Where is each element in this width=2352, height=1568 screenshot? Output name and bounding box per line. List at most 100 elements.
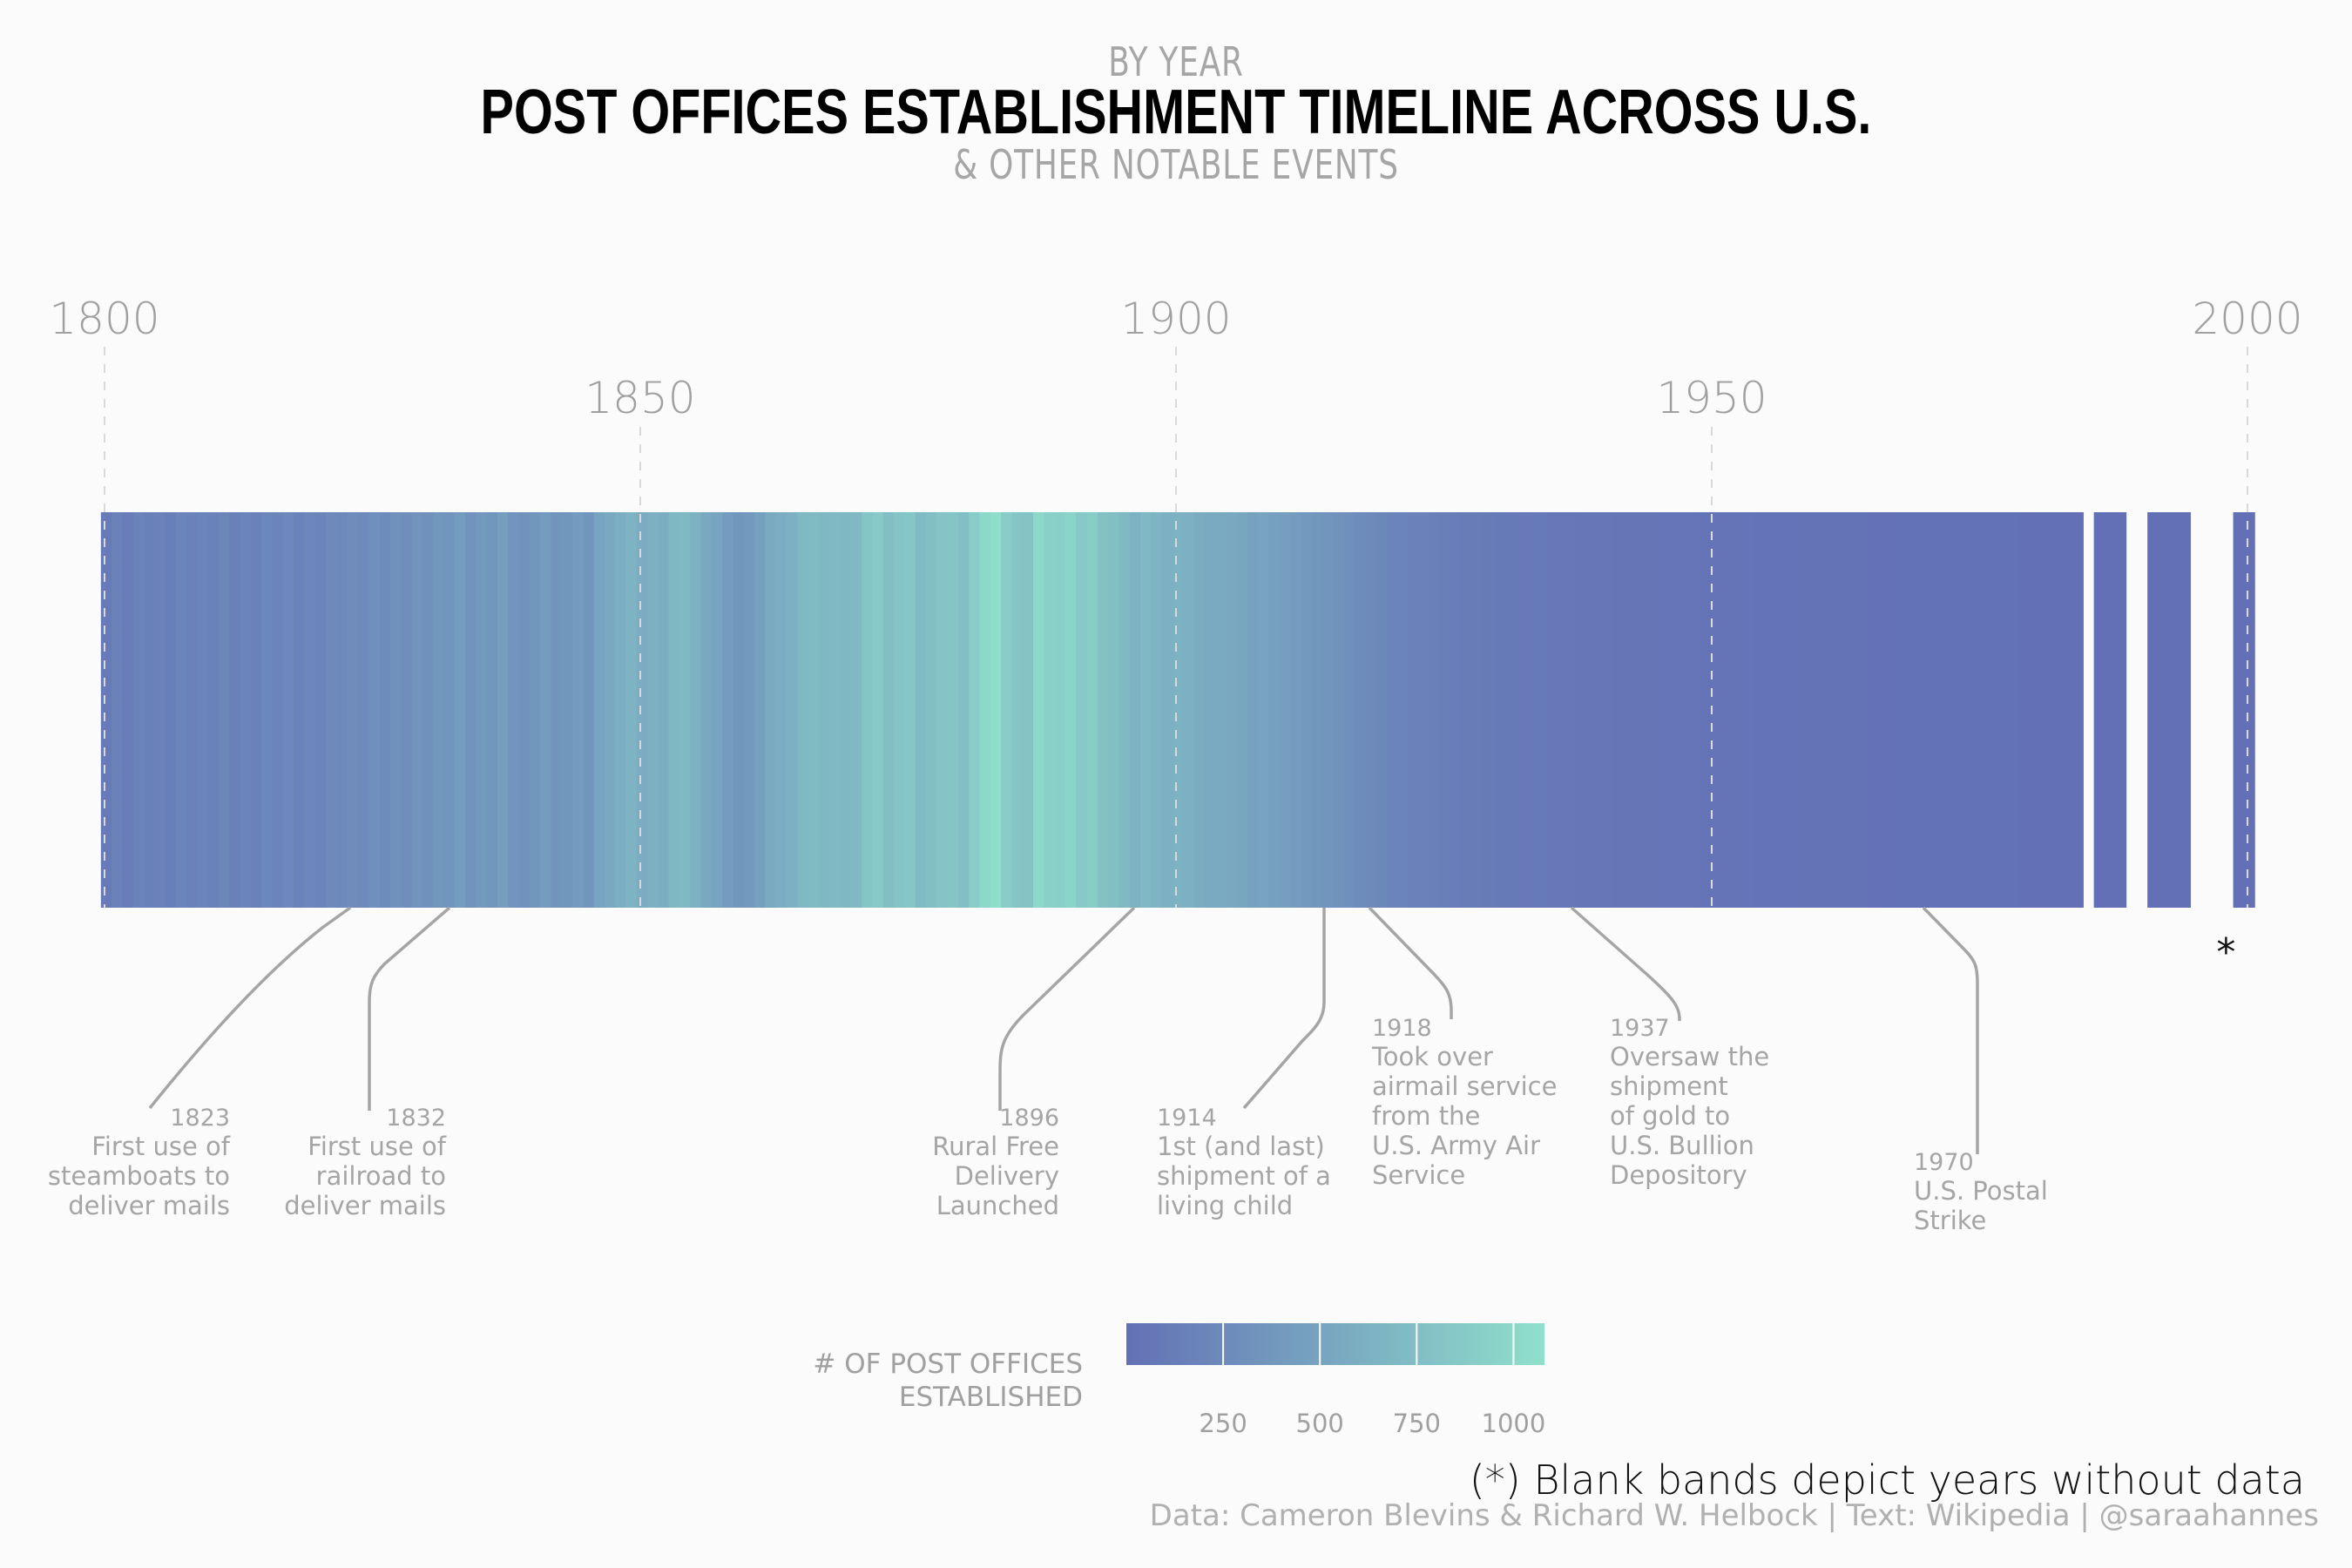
year-band-1984 [2072,512,2084,908]
event-text-1937-4: U.S. Bullion [1610,1131,1754,1160]
legend-gradient-bar [1126,1323,1544,1365]
event-text-1832-2: railroad to [316,1161,446,1191]
year-band-1987 [2104,512,2116,908]
year-band-1966 [1879,512,1891,908]
year-band-1886 [1022,512,1034,908]
year-band-1868 [829,512,841,908]
year-band-1805 [154,512,166,908]
year-band-1922 [1408,512,1420,908]
year-band-1925 [1440,512,1452,908]
year-band-1968 [1901,512,1913,908]
year-band-1913 [1311,512,1323,908]
event-text-1823-2: steamboats to [48,1161,230,1191]
year-band-1875 [904,512,916,908]
year-band-1945 [1654,512,1666,908]
year-band-1879 [947,512,959,908]
year-band-1957 [1782,512,1794,908]
year-band-1863 [775,512,787,908]
event-text-1823-3: deliver mails [68,1191,230,1220]
year-band-1959 [1804,512,1816,908]
year-band-1969 [1911,512,1923,908]
year-band-1813 [240,512,252,908]
year-band-1856 [700,512,713,908]
year-band-1829 [411,512,423,908]
year-band-1800 [100,512,112,908]
year-band-1950 [1707,512,1720,908]
year-band-1884 [1001,512,1012,908]
chart-title: POST OFFICES ESTABLISHMENT TIMELINE ACRO… [480,78,1872,147]
event-text-1914-2: shipment of a [1157,1161,1331,1191]
year-band-1815 [261,512,274,908]
year-band-1850 [636,512,648,908]
year-band-1885 [1011,512,1024,908]
year-band-1835 [476,512,488,908]
year-band-1803 [132,512,145,908]
year-band-1943 [1632,512,1645,908]
year-band-1837 [497,512,509,908]
event-text-1896-1: Rural Free [932,1132,1059,1161]
event-text-1896-3: Launched [936,1191,1059,1220]
year-band-1983 [2061,512,2073,908]
year-band-1847 [604,512,616,908]
legend-title-line-1: # OF POST OFFICES [813,1348,1083,1380]
year-band-1906 [1236,512,1248,908]
event-text-1896-2: Delivery [955,1161,1059,1191]
year-band-1883 [990,512,1002,908]
year-band-1821 [326,512,338,908]
year-band-1826 [379,512,391,908]
year-band-1890 [1064,512,1077,908]
event-text-1823-1: First use of [91,1132,231,1161]
year-band-1967 [1889,512,1902,908]
year-band-1974 [1965,512,1977,908]
year-band-1958 [1794,512,1806,908]
year-band-1914 [1322,512,1334,908]
year-band-1946 [1665,512,1677,908]
year-band-1908 [1258,512,1270,908]
year-band-1825 [368,512,381,908]
year-band-1846 [593,512,605,908]
year-band-1973 [1954,512,1966,908]
leader-line-1937 [1570,906,1681,1021]
year-band-1810 [207,512,220,908]
year-band-2000 [2243,512,2255,908]
year-band-1977 [1997,512,2009,908]
year-band-1933 [1525,512,1538,908]
year-band-1804 [144,512,155,908]
year-band-1907 [1247,512,1259,908]
year-band-1949 [1697,512,1709,908]
year-band-1828 [401,512,413,908]
year-band-1961 [1826,512,1838,908]
year-band-1928 [1472,512,1484,908]
year-band-1920 [1386,512,1398,908]
year-band-1960 [1815,512,1827,908]
year-band-1951 [1719,512,1731,908]
year-band-1932 [1515,512,1527,908]
event-text-1970-1: U.S. Postal [1914,1176,2048,1206]
year-band-1848 [615,512,627,908]
event-year-1914: 1914 [1157,1105,1217,1132]
year-band-1901 [1183,512,1195,908]
year-band-1882 [979,512,991,908]
tick-label-2000: 2000 [2192,294,2302,344]
year-band-1903 [1204,512,1216,908]
year-band-1866 [808,512,820,908]
year-band-1859 [733,512,745,908]
year-band-1898 [1151,512,1163,908]
grid-lines [104,347,2248,908]
year-band-1836 [486,512,498,908]
year-band-1834 [465,512,476,908]
year-band-1851 [647,512,659,908]
year-band-1926 [1450,512,1463,908]
source-credit: Data: Cameron Blevins & Richard W. Helbo… [1149,1498,2319,1533]
year-band-1918 [1365,512,1377,908]
year-band-1931 [1504,512,1517,908]
event-year-1918: 1918 [1372,1015,1432,1042]
year-band-1952 [1729,512,1741,908]
year-band-1860 [743,512,755,908]
year-band-1930 [1493,512,1505,908]
year-band-1962 [1836,512,1848,908]
year-band-1978 [2008,512,2020,908]
year-band-1910 [1279,512,1291,908]
